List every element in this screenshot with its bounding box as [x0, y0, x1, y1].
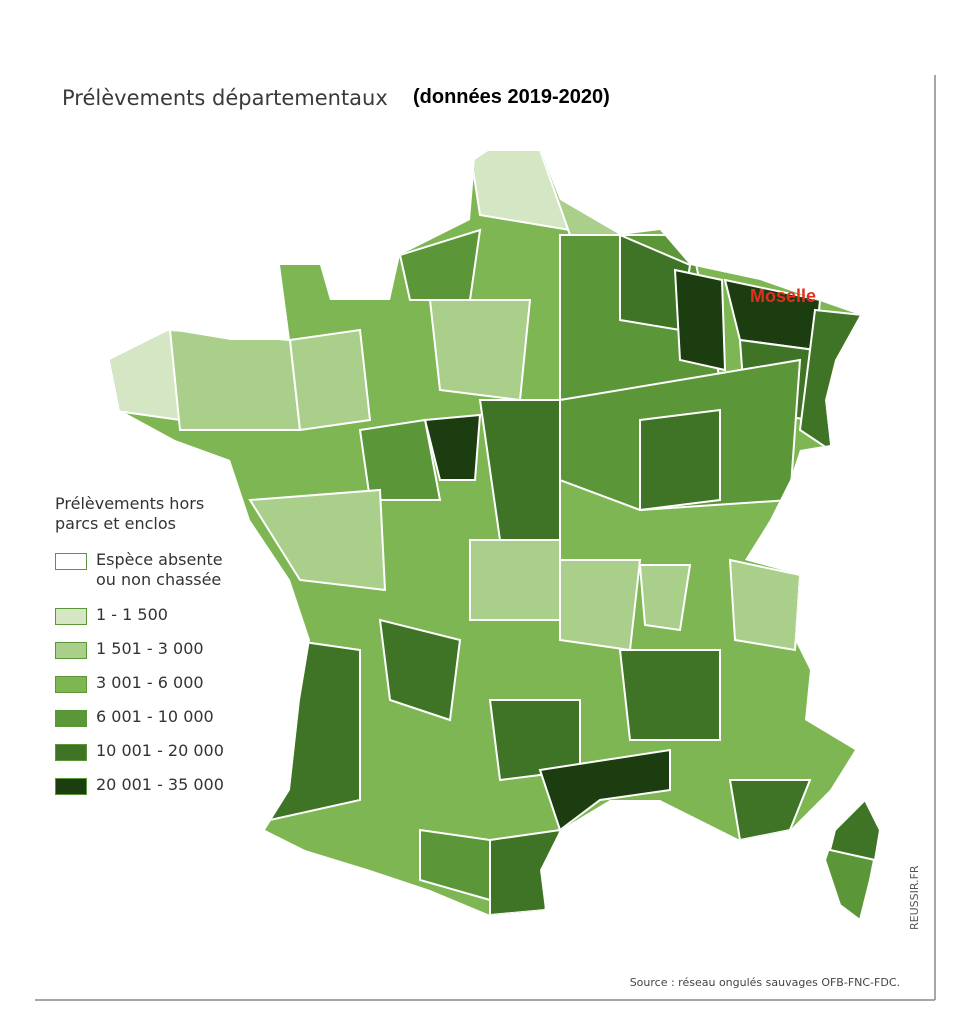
legend-label: 3 001 - 6 000: [96, 673, 204, 692]
title: Prélèvements départementaux: [62, 86, 388, 110]
credit: REUSSIR.FR: [908, 865, 921, 930]
legend-swatch: [55, 778, 87, 795]
source: Source : réseau ongulés sauvages OFB-FNC…: [629, 976, 900, 989]
legend-label: 1 - 1 500: [96, 605, 168, 624]
legend-label: Espèce absente ou non chassée: [96, 550, 223, 589]
legend-label: 6 001 - 10 000: [96, 707, 214, 726]
legend-label: 1 501 - 3 000: [96, 639, 204, 658]
legend-label: 10 001 - 20 000: [96, 741, 224, 760]
subtitle: (données 2019-2020): [413, 86, 610, 108]
mainland: [110, 150, 860, 915]
legend-swatch: [55, 676, 87, 693]
legend-swatch: [55, 608, 87, 625]
legend-swatch: [55, 553, 87, 570]
corsica: [828, 798, 882, 862]
legend-swatch: [55, 744, 87, 761]
legend-label: 20 001 - 35 000: [96, 775, 224, 794]
legend-swatch: [55, 642, 87, 659]
legend-swatch: [55, 710, 87, 727]
legend-title: Prélèvements hors parcs et enclos: [55, 494, 205, 533]
annotation: Moselle: [750, 286, 817, 306]
